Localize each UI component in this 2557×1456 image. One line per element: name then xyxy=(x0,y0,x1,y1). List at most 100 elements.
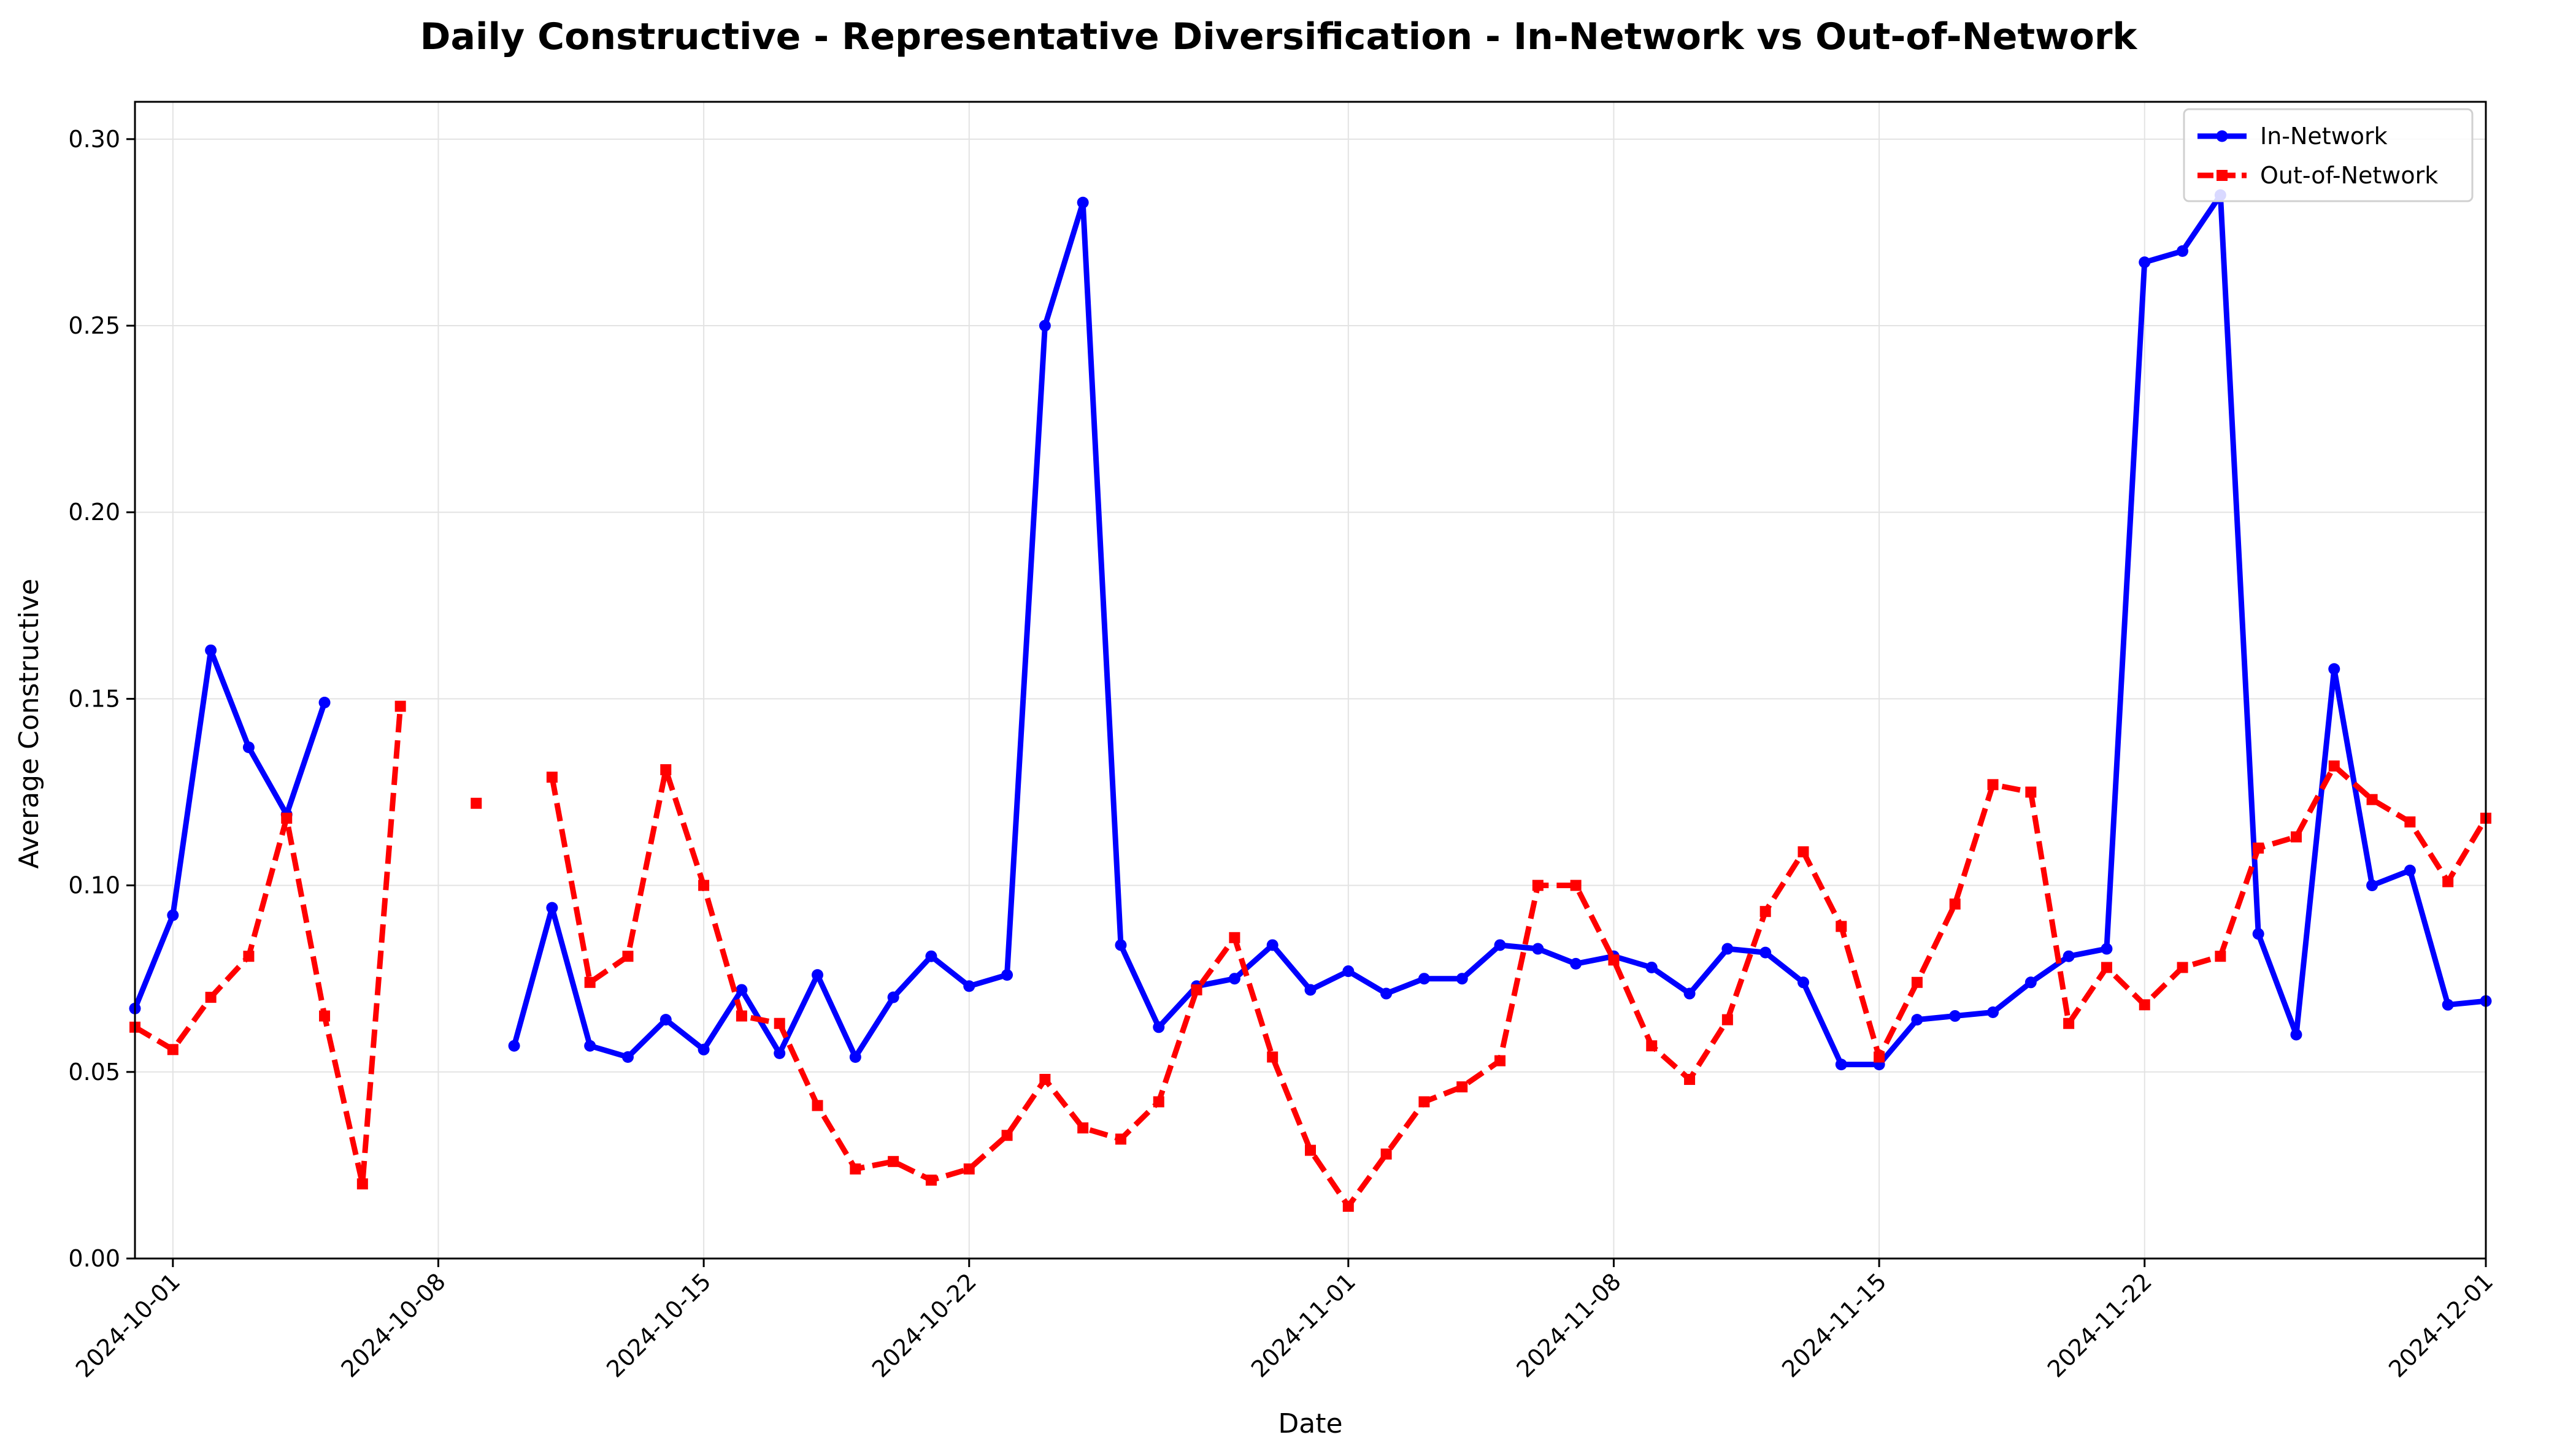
data-point xyxy=(812,969,824,981)
data-point xyxy=(2253,842,2264,854)
data-point xyxy=(1759,906,1771,918)
x-tick-label: 2024-11-01 xyxy=(1246,1268,1361,1382)
data-point xyxy=(1836,921,1847,932)
data-point xyxy=(1418,1096,1430,1108)
data-point xyxy=(1721,1014,1733,1025)
data-point xyxy=(2442,998,2454,1011)
data-point xyxy=(167,909,179,921)
data-point xyxy=(1911,1014,1923,1026)
data-point xyxy=(1305,1144,1316,1156)
data-point xyxy=(1646,1040,1658,1052)
data-point xyxy=(812,1100,823,1111)
y-tick-label: 0.15 xyxy=(68,685,120,712)
data-point xyxy=(2366,794,2378,805)
data-point xyxy=(1987,779,1999,791)
data-point xyxy=(660,764,672,776)
data-point xyxy=(2366,879,2378,892)
data-point xyxy=(2024,976,2037,989)
data-point xyxy=(1418,973,1430,985)
data-point xyxy=(243,951,255,962)
x-tick-label: 2024-11-08 xyxy=(1512,1268,1626,1382)
data-point xyxy=(622,951,634,962)
legend-box xyxy=(2183,108,2474,202)
data-point xyxy=(546,902,558,914)
data-point xyxy=(1191,984,1202,995)
data-point xyxy=(1608,954,1620,966)
data-point xyxy=(1683,987,1696,1000)
data-point xyxy=(2025,786,2037,798)
data-point xyxy=(925,950,937,962)
legend-label: Out-of-Network xyxy=(2260,162,2438,189)
data-point xyxy=(1267,1051,1278,1063)
x-tick-label: 2024-11-22 xyxy=(2042,1268,2157,1382)
data-point xyxy=(1115,939,1127,951)
y-tick-label: 0.20 xyxy=(68,499,120,526)
data-point xyxy=(1798,846,1809,857)
data-point xyxy=(774,1047,786,1059)
y-tick-label: 0.25 xyxy=(68,312,120,339)
x-tick-label: 2024-10-01 xyxy=(71,1268,185,1382)
data-point xyxy=(2252,928,2264,940)
x-axis-label: Date xyxy=(1278,1408,1342,1439)
data-point xyxy=(925,1174,937,1186)
data-point xyxy=(1153,1096,1164,1108)
data-point xyxy=(736,984,748,996)
data-point xyxy=(849,1051,861,1063)
grid xyxy=(135,102,2486,1259)
data-point xyxy=(584,976,596,988)
data-point xyxy=(621,1051,634,1063)
y-tick-label: 0.00 xyxy=(68,1245,120,1272)
data-point xyxy=(1001,969,1013,981)
chart-title: Daily Constructive - Representative Dive… xyxy=(420,15,2139,58)
axis-ticks: 0.00 0.05 0.10 0.15 0.20 0.25 0.30 2024-10-01 20… xyxy=(68,126,2498,1383)
data-point xyxy=(1380,1148,1392,1160)
data-point xyxy=(1229,932,1240,943)
data-point xyxy=(963,1163,975,1174)
data-point xyxy=(1266,939,1278,951)
data-point xyxy=(1721,943,1734,955)
data-point xyxy=(1342,965,1355,978)
data-point xyxy=(2328,663,2340,675)
y-tick-label: 0.10 xyxy=(68,872,120,899)
x-tick-label: 2024-10-22 xyxy=(867,1268,982,1382)
data-point xyxy=(2290,1029,2302,1041)
data-point xyxy=(2139,256,2151,269)
data-point xyxy=(205,644,217,656)
series-layer xyxy=(129,189,2492,1212)
data-point xyxy=(2177,245,2189,257)
data-point xyxy=(850,1163,861,1174)
legend: In-Network Out-of-Network xyxy=(2183,108,2474,202)
x-tick-label: 2024-10-15 xyxy=(601,1268,716,1382)
data-point xyxy=(546,772,558,783)
data-point xyxy=(471,797,482,809)
series-out-of-network xyxy=(129,700,2491,1212)
data-point xyxy=(2404,816,2416,828)
data-point xyxy=(1039,1073,1051,1085)
data-point xyxy=(888,1155,899,1167)
data-point xyxy=(1835,1059,1847,1071)
legend-marker xyxy=(2216,130,2228,142)
data-point xyxy=(2328,760,2340,772)
data-point xyxy=(1494,939,1506,951)
data-point xyxy=(887,991,899,1003)
plot-frame xyxy=(134,101,2487,1260)
data-point xyxy=(1342,1200,1354,1212)
data-point xyxy=(1532,879,1544,891)
legend-item: In-Network xyxy=(2197,123,2388,150)
data-point xyxy=(1949,1010,1961,1022)
legend-label: In-Network xyxy=(2260,123,2388,150)
data-point xyxy=(1228,973,1240,985)
data-point xyxy=(584,1040,596,1052)
data-point xyxy=(698,879,710,891)
data-point xyxy=(1570,879,1582,891)
series-in-network xyxy=(129,189,2492,1071)
data-point xyxy=(1987,1006,1999,1018)
x-tick-label: 2024-12-01 xyxy=(2383,1268,2498,1382)
data-point xyxy=(1759,946,1772,959)
data-point xyxy=(2442,876,2454,887)
legend-item: Out-of-Network xyxy=(2197,162,2438,189)
data-point xyxy=(1380,987,1393,1000)
data-point xyxy=(774,1017,785,1029)
